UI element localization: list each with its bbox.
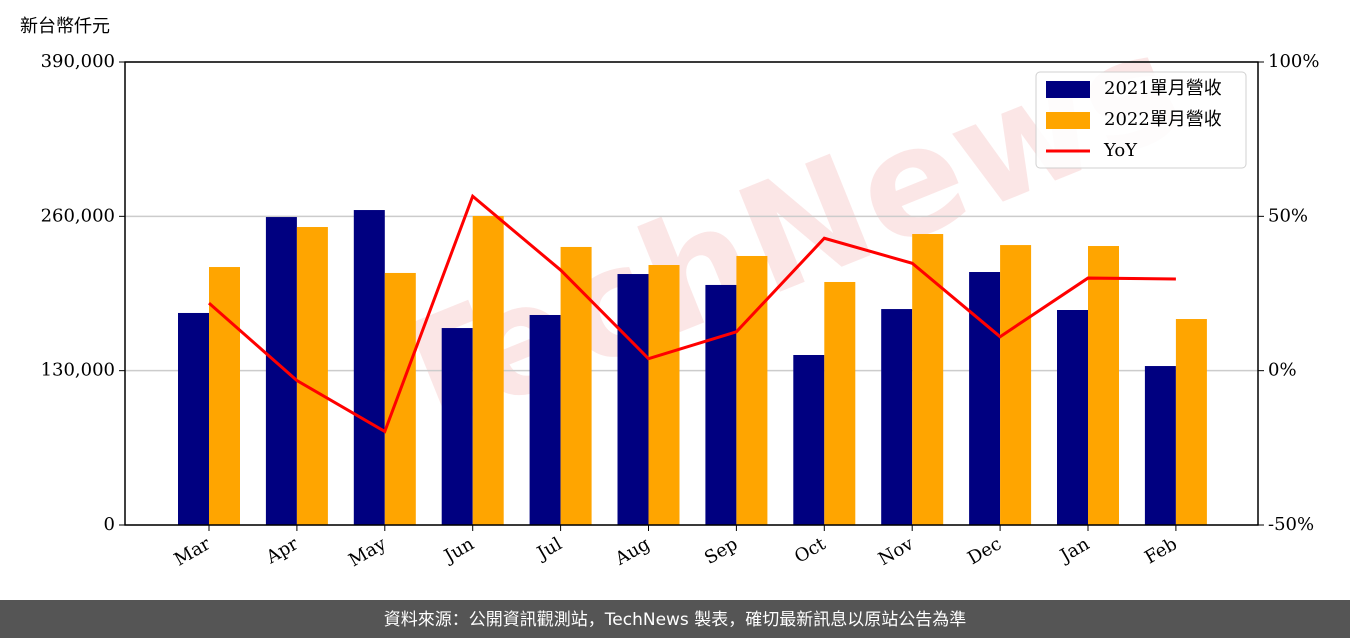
legend-label: 2022單月營收 — [1104, 109, 1222, 130]
footer: 資料來源：公開資訊觀測站，TechNews 製表，確切最新訊息以原站公告為準 — [384, 610, 966, 630]
bar — [881, 309, 913, 525]
x-tick-label: Apr — [262, 533, 302, 568]
x-tick-label: Feb — [1141, 533, 1181, 568]
bar — [178, 312, 209, 525]
y-tick-label: 260,000 — [41, 205, 115, 226]
x-tick-label: Mar — [171, 533, 215, 570]
bar — [296, 227, 328, 525]
plot-frame — [124, 61, 1259, 526]
bar — [265, 217, 297, 525]
y2-tick-label: 0% — [1268, 360, 1297, 381]
bar — [1057, 310, 1088, 525]
bar — [1000, 245, 1032, 525]
bar — [441, 328, 473, 525]
bar — [824, 281, 856, 525]
x-tick-label: Jan — [1055, 533, 1093, 567]
y2-tick-label: -50% — [1268, 514, 1314, 535]
legend-swatch — [1046, 81, 1090, 98]
x-tick-label: Jul — [532, 533, 566, 565]
y-tick-label: 130,000 — [41, 360, 115, 381]
y-axis-label: 新台幣仟元 — [20, 16, 110, 37]
bar — [793, 354, 825, 525]
x-tick-label: Nov — [875, 533, 918, 570]
y-tick-label: 390,000 — [41, 51, 115, 72]
bar — [1175, 319, 1207, 525]
legend-label: 2021單月營收 — [1104, 78, 1222, 99]
bar — [529, 314, 561, 525]
bar — [648, 265, 680, 525]
bar — [912, 234, 944, 525]
footer-bar — [0, 600, 1350, 638]
bar — [969, 272, 1001, 525]
bar — [736, 255, 768, 526]
x-tick-label: Oct — [791, 533, 830, 568]
line — [208, 193, 1176, 434]
y2-tick-label: 100% — [1268, 51, 1319, 72]
x-tick-label: Dec — [964, 533, 1005, 569]
x-tick-label: May — [345, 533, 390, 571]
y-tick-label: 0 — [104, 514, 115, 535]
legend-label: YoY — [1103, 140, 1138, 161]
x-tick-label: Aug — [611, 533, 654, 570]
bar — [560, 246, 592, 525]
bar — [472, 215, 504, 525]
bar — [353, 210, 385, 526]
bar — [1088, 246, 1119, 525]
x-tick-label: Sep — [701, 533, 741, 568]
x-tick-label: Jun — [439, 533, 478, 568]
bar — [1144, 366, 1176, 525]
bar — [384, 272, 416, 525]
legend-swatch — [1046, 112, 1090, 129]
bar — [705, 284, 737, 525]
y2-tick-label: 50% — [1268, 205, 1308, 226]
bar — [617, 274, 649, 525]
bar — [209, 267, 240, 525]
